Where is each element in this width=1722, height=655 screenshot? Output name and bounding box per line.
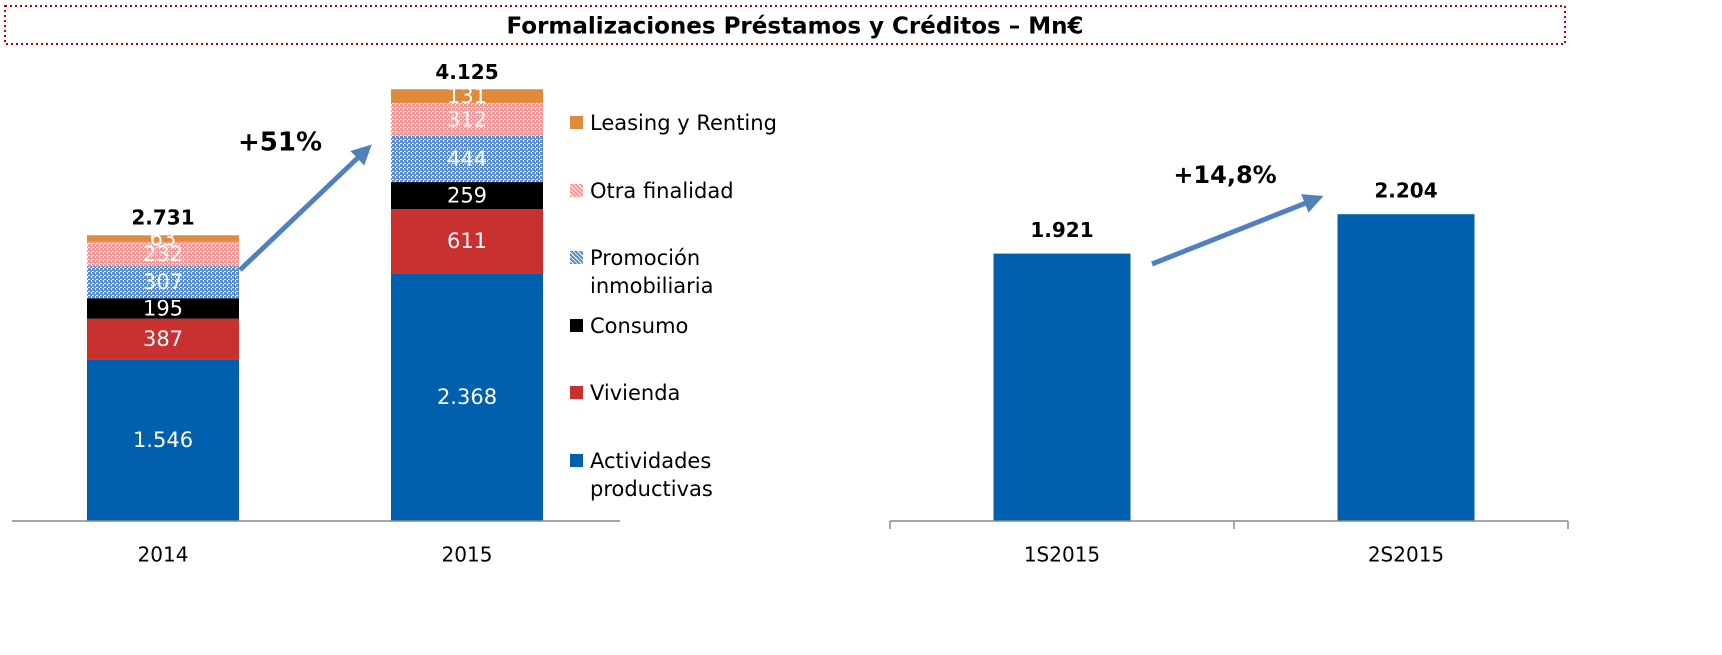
bar-segment [391, 135, 543, 183]
legend-label: Promoción inmobiliaria [590, 246, 714, 298]
annotation: +14,8% [1173, 161, 1276, 189]
legend-swatch [570, 453, 583, 467]
growth-arrow [238, 144, 372, 272]
data-label: 195 [143, 296, 183, 320]
annotation: +51% [238, 128, 322, 158]
bar-segment [87, 318, 239, 360]
data-label: 444 [447, 147, 487, 171]
legend-swatch [570, 251, 583, 264]
legend-swatch [570, 116, 583, 129]
legend-entry: Promoción inmobiliaria [570, 244, 785, 300]
x-tick-label: 2015 [442, 543, 493, 567]
x-tick-label: 1S2015 [1024, 543, 1100, 567]
x-tick-label: 2S2015 [1368, 543, 1444, 567]
bar-segment [391, 182, 543, 210]
data-label: 1.546 [133, 428, 193, 452]
data-label: 63 [150, 227, 177, 251]
x-tick-label: 2014 [138, 543, 189, 567]
legend-entry: Leasing y Renting [570, 109, 785, 137]
legend-label: Consumo [590, 313, 689, 338]
bar-segment [391, 273, 543, 521]
total-label: 4.125 [435, 60, 498, 84]
title: Formalizaciones Préstamos y Créditos – M… [507, 14, 1084, 40]
bar-segment [87, 241, 239, 267]
bar-segment [391, 89, 543, 103]
data-label: 307 [143, 270, 183, 294]
data-label: 2.204 [1374, 179, 1437, 203]
growth-arrow [1151, 194, 1324, 267]
title-frame [4, 5, 1566, 45]
total-label: 2.731 [131, 206, 194, 230]
legend-label: Otra finalidad [590, 178, 734, 203]
legend-label: Leasing y Renting [590, 111, 777, 135]
bar-segment [87, 235, 239, 242]
data-label: 131 [447, 84, 487, 108]
legend-label: Vivienda [590, 381, 681, 405]
bar-segment [87, 266, 239, 299]
bar-segment [87, 359, 239, 521]
legend-entry: Consumo [570, 312, 785, 340]
data-label: 1.921 [1030, 218, 1093, 242]
legend-swatch [570, 386, 583, 399]
bar-segment [391, 209, 543, 274]
legend-swatch [570, 318, 583, 332]
data-label: 2.368 [437, 385, 497, 409]
data-label: 387 [143, 327, 183, 351]
data-label: 611 [447, 229, 487, 253]
bar-segment [87, 298, 239, 319]
legend-entry: Actividades productivas [570, 447, 785, 503]
legend-swatch [570, 183, 583, 197]
data-label: 259 [447, 184, 487, 208]
legend-entry: Vivienda [570, 379, 785, 407]
bar [1337, 214, 1475, 522]
bar [993, 253, 1131, 521]
data-label: 312 [447, 107, 487, 131]
bar-segment [391, 102, 543, 136]
legend-label: Actividades productivas [590, 448, 713, 501]
legend-entry: Otra finalidad [570, 177, 785, 205]
data-label: 232 [143, 242, 183, 266]
